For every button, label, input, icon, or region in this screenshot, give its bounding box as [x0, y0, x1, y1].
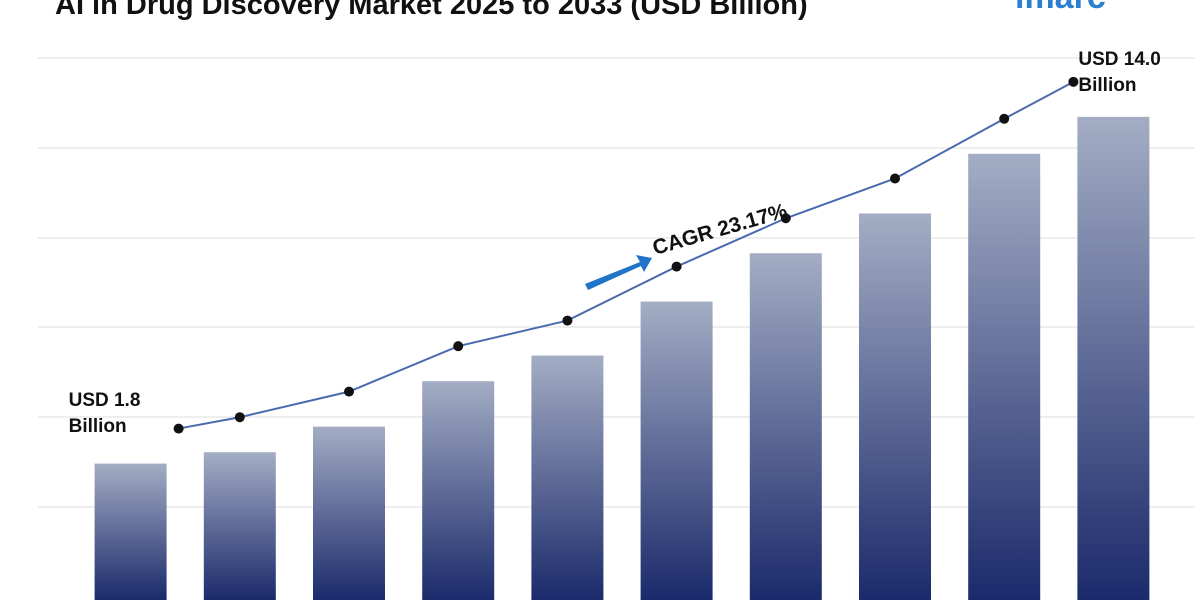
trend-point [562, 315, 573, 326]
bar [749, 253, 822, 600]
cagr-arrow [585, 255, 652, 290]
bar [859, 213, 931, 600]
bar [422, 381, 495, 600]
trend-point [780, 213, 791, 224]
bar [531, 355, 604, 600]
trend-point [453, 341, 464, 352]
bar [1077, 116, 1150, 600]
trend-point [344, 386, 354, 397]
trend-line [178, 80, 1074, 430]
bar [968, 153, 1041, 600]
bar [640, 301, 713, 600]
value-label: USD 14.0 Billion [1078, 48, 1161, 96]
logo: imarc [1015, 0, 1106, 16]
trend-point [234, 412, 245, 423]
chart-title: AI in Drug Discovery Market 2025 to 2033… [55, 0, 808, 21]
annotation: CAGR 23.17% [650, 199, 790, 259]
bar [313, 426, 385, 600]
value-label: USD 1.8 Billion [68, 389, 141, 437]
bar [203, 452, 276, 600]
trend-point [671, 261, 682, 272]
trend-point [1068, 76, 1079, 87]
bar [94, 463, 167, 600]
trend-point [173, 423, 184, 434]
trend-point [890, 173, 900, 184]
trend-point [999, 113, 1010, 124]
